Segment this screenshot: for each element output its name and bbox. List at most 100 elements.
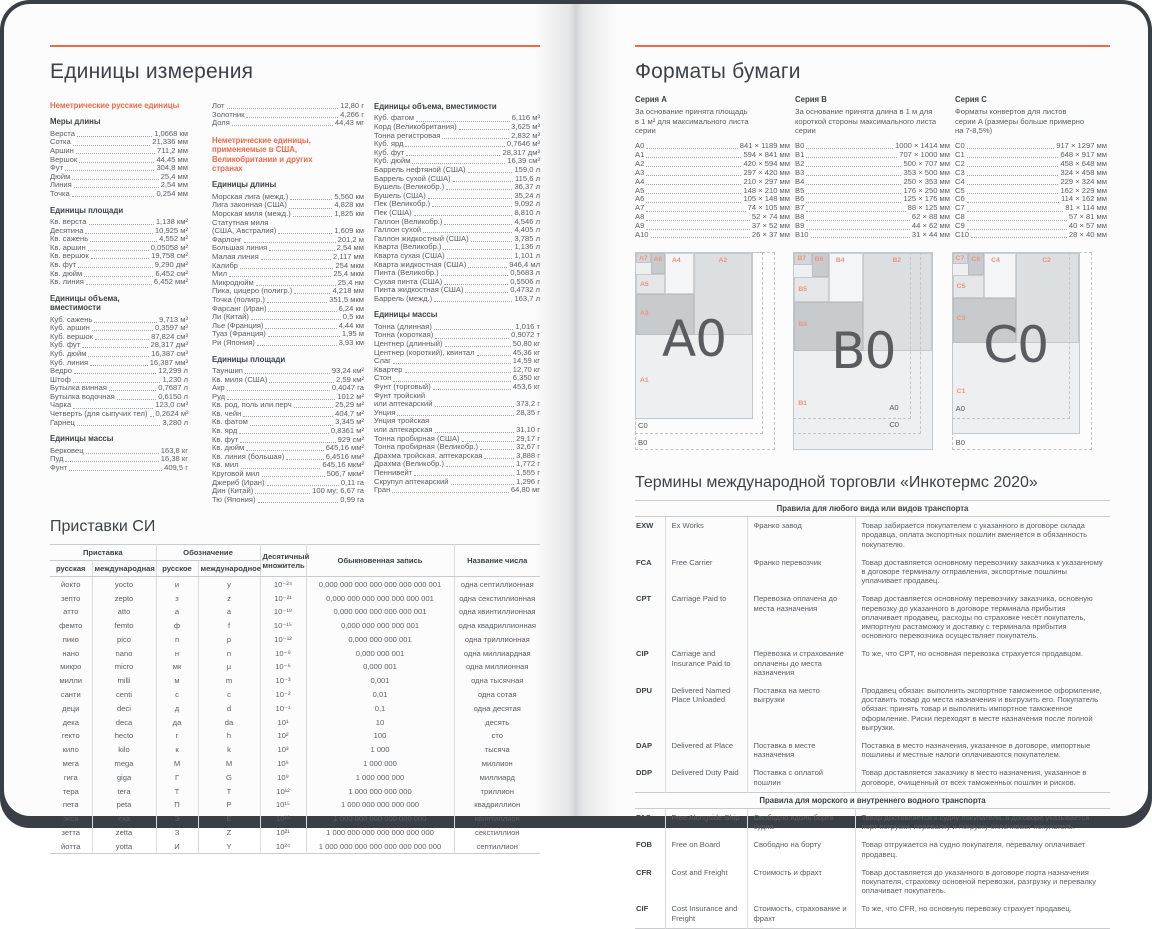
si-row: гига giga Г G 10⁹ 1 000 000 000 миллиард <box>50 770 540 784</box>
incoterm-code: FOB <box>635 836 665 863</box>
left-page: Единицы измерения Неметрические русские … <box>50 0 540 854</box>
spine-shadow <box>534 4 618 816</box>
si-number-name: одна квинтиллионная <box>454 605 540 619</box>
si-plain-number: 1 000 000 000 000 000 <box>306 798 454 812</box>
b0-label: B0 <box>956 438 965 447</box>
si-multiplier: 10¹ <box>260 715 306 729</box>
si-plain-number: 0,01 <box>306 688 454 702</box>
si-number-name: миллиард <box>454 770 540 784</box>
unit-item: Тю (Япония)0,99 га <box>212 496 364 505</box>
si-prefix-intl: deca <box>92 715 156 729</box>
incoterm-name-en: Cost and Freight <box>665 864 747 901</box>
incoterm-row: CFR Cost and Freight Стоимость и фрахт Т… <box>635 864 1110 901</box>
incoterm-description: Товар доставляется заказчику в место наз… <box>855 764 1110 792</box>
si-prefix-intl: micro <box>92 660 156 674</box>
si-plain-number: 0,000 000 000 000 001 <box>306 619 454 633</box>
si-multiplier: 10²⁴ <box>260 839 306 853</box>
si-prefix-intl: milli <box>92 674 156 688</box>
incoterm-code: CIF <box>635 900 665 928</box>
si-multiplier: 10³ <box>260 743 306 757</box>
incoterm-name-ru: Перевозка оплачена до места назначения <box>747 590 855 645</box>
a0-dashed-outline <box>793 252 911 419</box>
si-symbol-rus: и <box>156 577 198 591</box>
incoterm-description: Поставка в место назначения, указанное в… <box>855 737 1110 764</box>
unit-list: Морская лига (межд.)5,560 км Лига законн… <box>212 193 364 348</box>
si-symbol-rus: мк <box>156 660 198 674</box>
incoterm-row: FCA Free Carrier Франко перевозчик Товар… <box>635 554 1110 591</box>
incoterm-code: FCA <box>635 554 665 591</box>
si-plain-number: 0,000 000 000 000 000 000 000 001 <box>306 577 454 591</box>
si-prefix-rus: гига <box>50 770 92 784</box>
si-number-name: одна квадриллионная <box>454 619 540 633</box>
si-number-name: одна сотая <box>454 688 540 702</box>
si-multiplier: 10² <box>260 729 306 743</box>
page-title-units: Единицы измерения <box>50 60 540 84</box>
si-prefix-rus: пета <box>50 798 92 812</box>
incoterm-description: Товар доставляется к судну покупателя, в… <box>855 809 1110 837</box>
unit-name: Точка <box>50 190 70 199</box>
si-plain-number: 0,000 000 000 000 000 001 <box>306 605 454 619</box>
right-page: Форматы бумаги Серия A За основание прин… <box>635 0 1110 929</box>
si-subcol-rus: русская <box>50 561 92 577</box>
si-symbol-intl: E <box>198 812 260 826</box>
block-heading: Единицы массы <box>50 434 188 443</box>
si-number-name: триллион <box>454 784 540 798</box>
dot-leader <box>79 162 154 163</box>
si-symbol-rus: П <box>156 798 198 812</box>
paper-series-columns: Серия A За основание принята площадь в 1… <box>635 93 1110 240</box>
si-prefix-intl: femto <box>92 619 156 633</box>
si-plain-number: 1 000 000 000 000 000 000 000 000 <box>306 839 454 853</box>
si-symbol-intl: h <box>198 729 260 743</box>
si-number-name: одна септиллионная <box>454 577 540 591</box>
si-multiplier: 10⁻² <box>260 688 306 702</box>
incoterm-name-en: Cost Insurance and Freight <box>665 900 747 928</box>
si-symbol-rus: п <box>156 633 198 647</box>
incoterm-name-ru: Свободно вдоль борта судна <box>747 809 855 837</box>
incoterm-code: DPU <box>635 682 665 737</box>
si-multiplier: 10¹⁵ <box>260 798 306 812</box>
si-prefix-rus: нано <box>50 646 92 660</box>
incoterm-description: Продавец обязан: выполнить экспортное та… <box>855 682 1110 737</box>
incoterm-code: CFR <box>635 864 665 901</box>
si-symbol-intl: a <box>198 605 260 619</box>
si-symbol-intl: m <box>198 674 260 688</box>
unit-value: 0,254 мм <box>156 190 188 199</box>
si-symbol-rus: н <box>156 646 198 660</box>
si-prefix-rus: йокто <box>50 577 92 591</box>
si-multiplier: 10⁶ <box>260 757 306 771</box>
incoterm-row: DDP Delivered Duty Paid Поставка с оплат… <box>635 764 1110 792</box>
incoterms-sea-transport-rows: FAS Free Alongside Ship Свободно вдоль б… <box>635 809 1110 929</box>
si-plain-number: 0,000 001 <box>306 660 454 674</box>
si-prefix-rus: йотта <box>50 839 92 853</box>
a6-region: A6 <box>651 253 666 274</box>
incoterm-name-en: Delivered Named Place Unloaded <box>665 682 747 737</box>
incoterm-name-ru: Стоимость, страхование и фрахт <box>747 900 855 928</box>
si-symbol-intl: f <box>198 619 260 633</box>
si-plain-number: 0,001 <box>306 674 454 688</box>
incoterm-code: EXW <box>635 517 665 554</box>
page-title-paper-formats: Форматы бумаги <box>635 60 1110 84</box>
si-multiplier: 10⁹ <box>260 770 306 784</box>
si-symbol-intl: P <box>198 798 260 812</box>
si-plain-number: 1 000 000 000 000 000 000 <box>306 812 454 826</box>
si-row: санти centi с c 10⁻² 0,01 одна сотая <box>50 688 540 702</box>
series-heading: Серия C <box>955 95 1107 104</box>
incoterm-name-en: Carriage and Insurance Paid to <box>665 645 747 682</box>
si-prefix-intl: centi <box>92 688 156 702</box>
si-subcol-intl-symbol: международное <box>198 561 260 577</box>
si-table-body: йокто yocto и y 10⁻²⁴ 0,000 000 000 000 … <box>50 577 540 854</box>
incoterm-description: Товар забирается покупателем с указанног… <box>855 517 1110 554</box>
orange-subhead: Неметрические русские единицы <box>50 101 188 110</box>
si-row: дека deca да da 10¹ 10 десять <box>50 715 540 729</box>
si-prefix-rus: деци <box>50 701 92 715</box>
si-symbol-intl: d <box>198 701 260 715</box>
book-spread: { "accent_color": "#ef6a4b", "left": { "… <box>0 0 1152 828</box>
si-symbol-rus: к <box>156 743 198 757</box>
si-number-name: тысяча <box>454 743 540 757</box>
block-heading: Единицы объема, вместимости <box>50 294 134 313</box>
